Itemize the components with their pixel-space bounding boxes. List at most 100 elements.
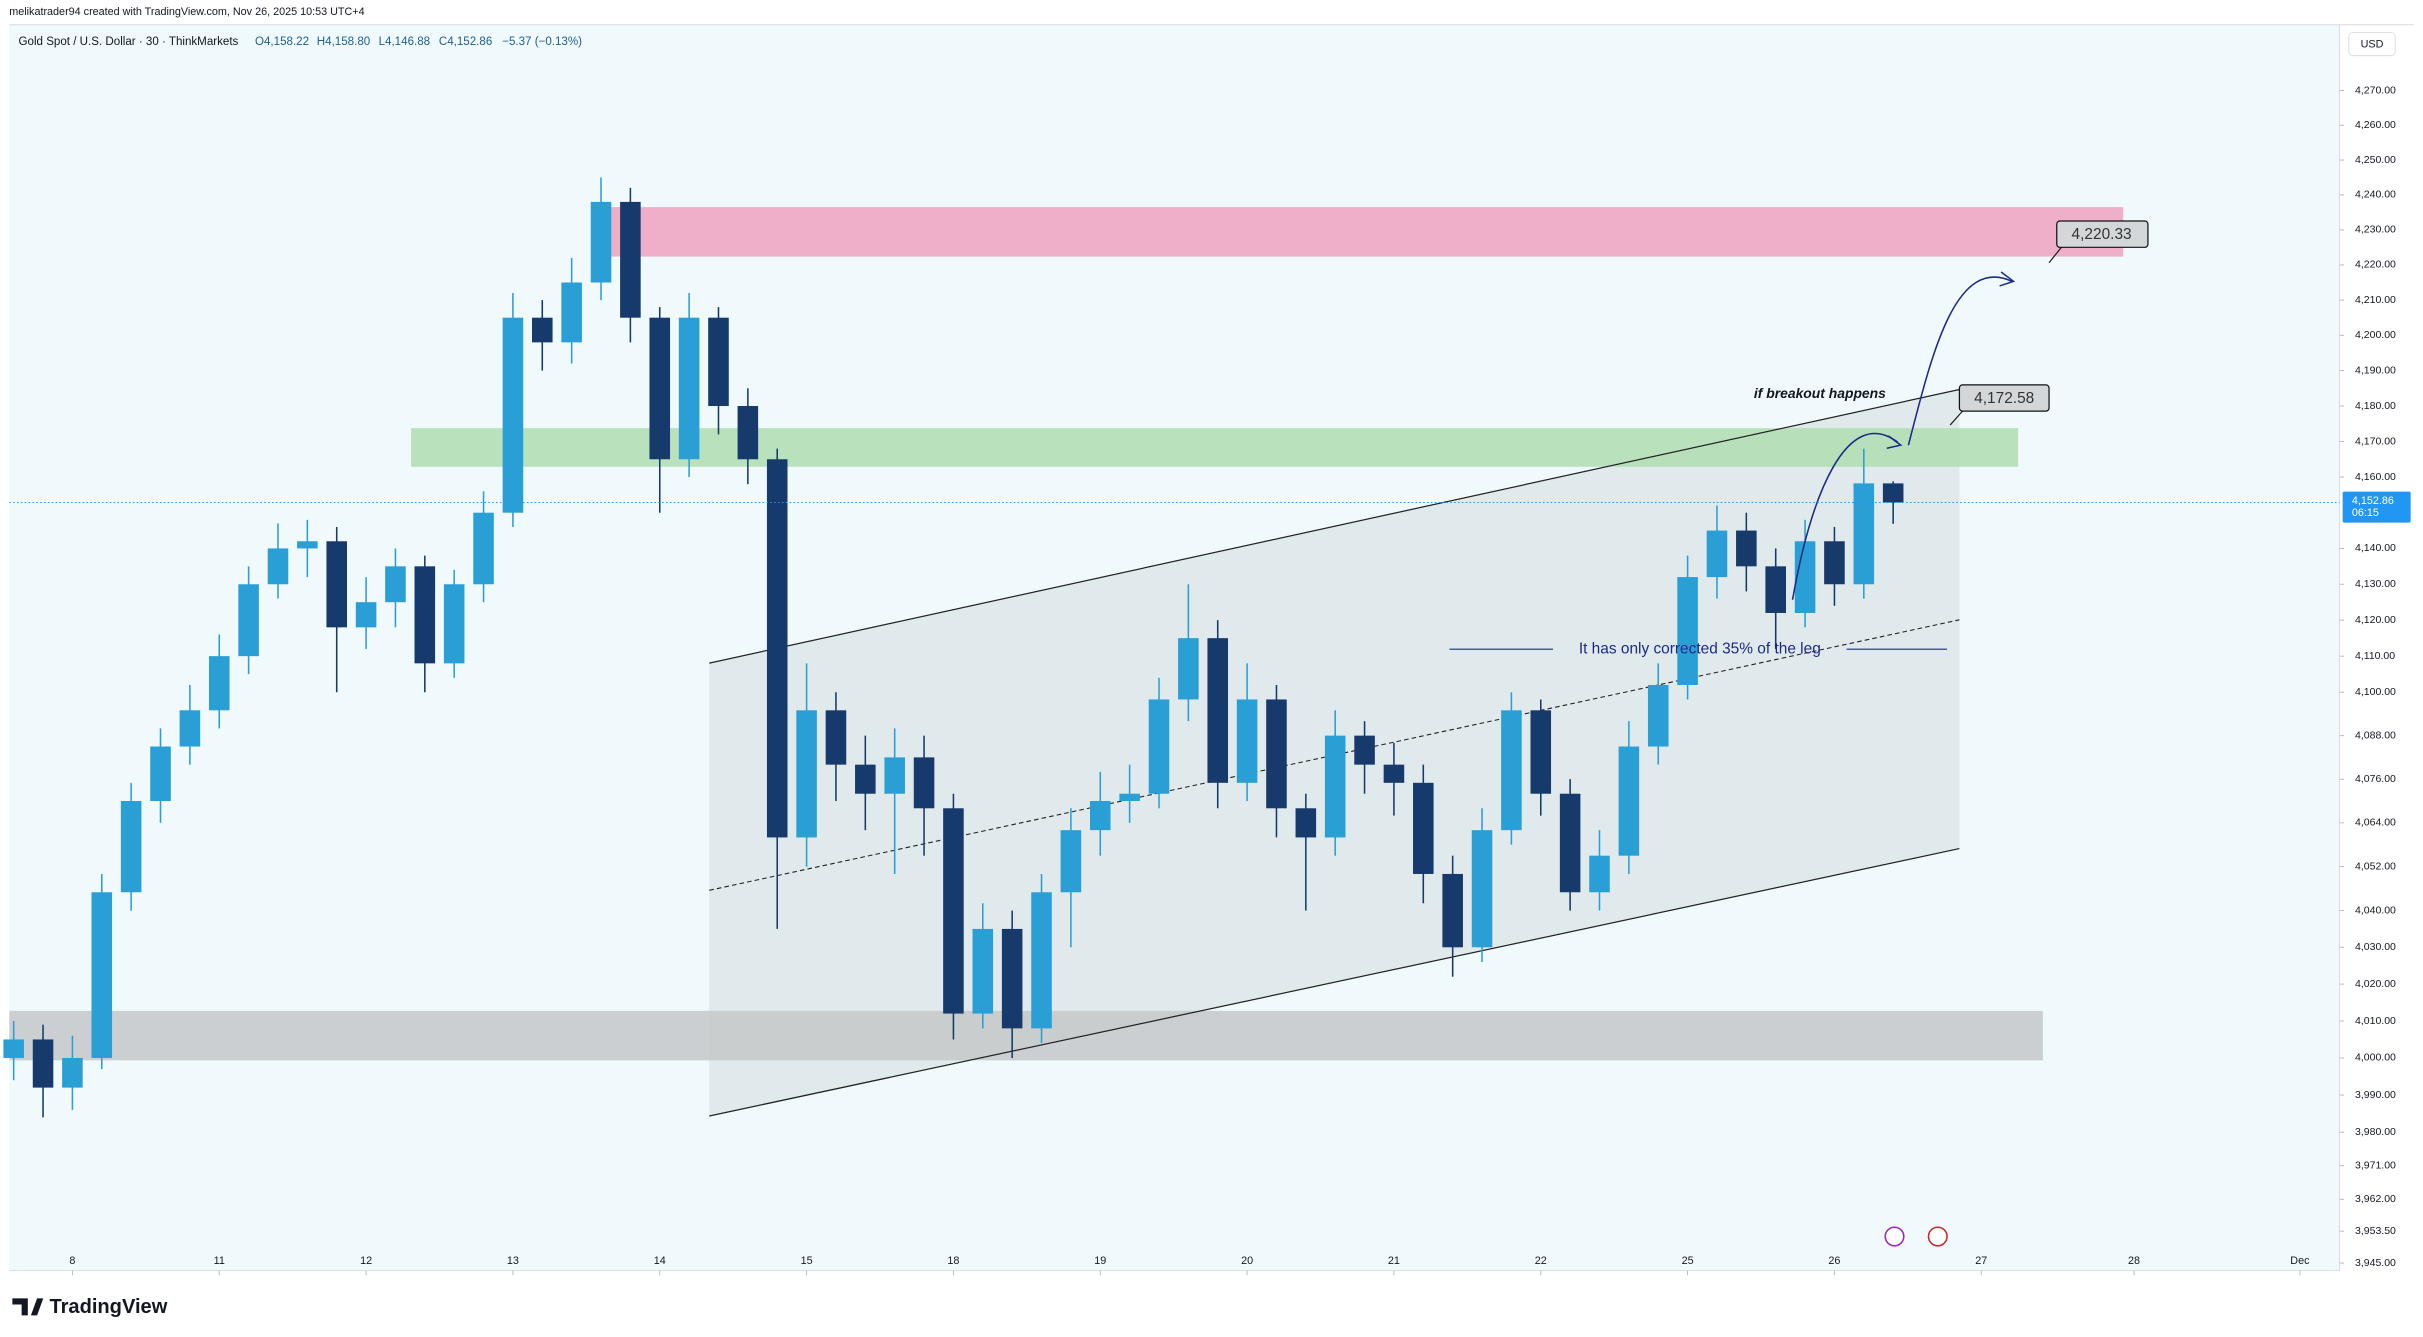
candle-body xyxy=(1148,699,1170,794)
y-tick-label: 4,140.00 xyxy=(2355,542,2396,554)
x-tick-label: 28 xyxy=(2128,1255,2140,1267)
y-tick-label: 4,250.00 xyxy=(2355,154,2396,166)
candle-body xyxy=(3,1039,24,1058)
candle-body xyxy=(326,541,347,628)
last-price-label: 4,152.86 xyxy=(2352,495,2394,507)
candle-body xyxy=(1677,577,1698,686)
y-tick-label: 4,130.00 xyxy=(2355,578,2396,590)
candle-body xyxy=(1413,782,1434,874)
candle-body xyxy=(766,459,788,838)
candle-body xyxy=(972,928,994,1014)
candle-body xyxy=(708,317,729,407)
x-tick-label: 20 xyxy=(1241,1255,1253,1267)
y-tick-label: 4,100.00 xyxy=(2355,686,2396,698)
y-tick-label: 4,170.00 xyxy=(2355,435,2396,447)
y-tick-label: 3,953.50 xyxy=(2355,1225,2396,1237)
y-tick-label: 4,180.00 xyxy=(2355,400,2396,412)
x-tick-label: 22 xyxy=(1535,1255,1547,1267)
supply-zone xyxy=(608,207,2124,257)
candle-body xyxy=(238,584,259,657)
candle-body xyxy=(1471,830,1493,948)
candle-body xyxy=(796,710,817,838)
y-tick-label: 4,030.00 xyxy=(2355,941,2396,953)
candle-body xyxy=(1001,928,1023,1029)
arrow-path-2 xyxy=(1907,276,2013,446)
candle-body xyxy=(590,201,612,283)
y-tick-label: 4,260.00 xyxy=(2355,119,2396,131)
arrow-head-2 xyxy=(1999,271,2016,287)
candle-body xyxy=(1530,710,1552,794)
ohlc-open: O4,158.22 xyxy=(255,36,309,48)
candle-body xyxy=(1178,638,1199,700)
candle-body xyxy=(825,710,847,765)
y-tick-label: 4,230.00 xyxy=(2355,224,2396,236)
candle-body xyxy=(1706,530,1728,578)
candle-body xyxy=(1236,699,1258,783)
countdown: 06:15 xyxy=(2352,507,2379,519)
channel-top xyxy=(709,388,1960,664)
candle-body xyxy=(502,317,524,513)
y-tick-label: 4,240.00 xyxy=(2355,189,2396,201)
candle-body xyxy=(297,541,318,549)
candle-body xyxy=(1765,566,1786,613)
candle-body xyxy=(1794,541,1816,613)
candle-body xyxy=(1060,830,1082,893)
x-tick-label: Dec xyxy=(2290,1255,2310,1267)
ohlc-low: L4,146.88 xyxy=(379,36,431,48)
candle-body xyxy=(120,801,142,893)
candle-body xyxy=(91,892,113,1058)
callout-label: 4,172.58 xyxy=(1974,390,2034,407)
y-tick-label: 4,064.00 xyxy=(2355,817,2396,829)
candle-body xyxy=(884,757,905,794)
candle-body xyxy=(32,1039,54,1088)
change: −5.37 (−0.13%) xyxy=(502,36,582,48)
currency[interactable]: USD xyxy=(2361,39,2384,51)
y-tick-label: 3,962.00 xyxy=(2355,1193,2396,1205)
x-tick-label: 26 xyxy=(1828,1255,1840,1267)
candle-body xyxy=(1882,483,1904,503)
symbol: Gold Spot / U.S. Dollar · 30 · ThinkMark… xyxy=(19,36,239,48)
callout-box xyxy=(2056,220,2149,248)
y-tick-label: 4,200.00 xyxy=(2355,329,2396,341)
breakout-note: if breakout happens xyxy=(1754,385,1886,401)
x-tick-label: 21 xyxy=(1388,1255,1400,1267)
candle-body xyxy=(1324,735,1346,838)
candles xyxy=(3,177,1904,1118)
candle-body xyxy=(532,317,553,343)
candle-body xyxy=(943,808,964,1014)
candle-body xyxy=(855,764,876,794)
candle-body xyxy=(649,317,671,460)
candle-body xyxy=(1647,685,1669,747)
y-tick-label: 4,120.00 xyxy=(2355,614,2396,626)
y-tick-label: 4,000.00 xyxy=(2355,1052,2396,1064)
currency-box[interactable] xyxy=(2348,31,2396,57)
candle-body xyxy=(208,656,230,711)
y-tick-label: 4,088.00 xyxy=(2355,729,2396,741)
callout-box xyxy=(1958,384,2050,412)
x-tick-label: 18 xyxy=(947,1255,959,1267)
author: melikatrader94 created with TradingView.… xyxy=(9,6,364,18)
candle-body xyxy=(737,406,759,460)
x-tick-label: 25 xyxy=(1682,1255,1694,1267)
arrow-head-1 xyxy=(1886,435,1903,449)
last-price-box xyxy=(2342,491,2411,523)
candle-body xyxy=(414,566,436,664)
event-icon[interactable] xyxy=(1927,1226,1948,1247)
candle-body xyxy=(385,566,406,603)
candle-body xyxy=(179,710,201,747)
y-tick-label: 4,040.00 xyxy=(2355,904,2396,916)
y-tick-label: 3,945.00 xyxy=(2355,1257,2396,1269)
x-tick-label: 13 xyxy=(507,1255,519,1267)
y-tick-label: 3,980.00 xyxy=(2355,1126,2396,1138)
candle-body xyxy=(1266,699,1287,809)
callout-pointer xyxy=(1949,410,1963,426)
y-tick-label: 4,076.00 xyxy=(2355,773,2396,785)
event-icon[interactable] xyxy=(1884,1226,1905,1247)
candle-body xyxy=(267,548,289,585)
candle-body xyxy=(678,317,700,460)
support-zone xyxy=(9,1010,2043,1061)
y-tick-label: 4,190.00 xyxy=(2355,364,2396,376)
candle-body xyxy=(355,602,377,628)
